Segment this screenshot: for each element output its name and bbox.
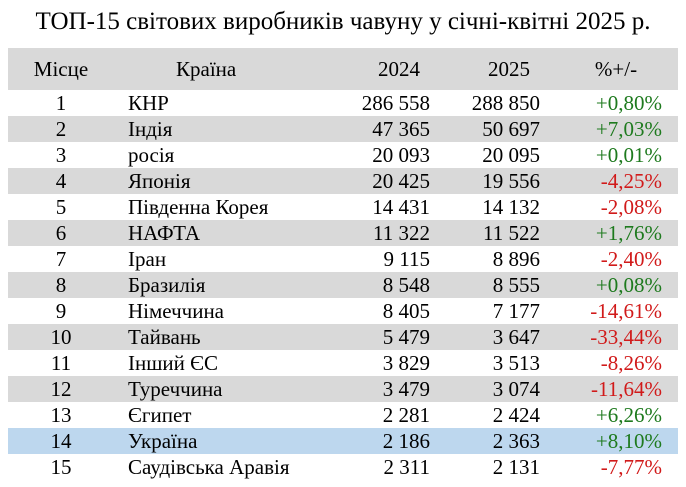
cell-rank: 14: [8, 428, 120, 454]
cell-country: НАФТА: [120, 220, 332, 246]
cell-rank: 12: [8, 376, 120, 402]
cell-2024: 20 425: [332, 168, 444, 194]
cell-2024: 8 548: [332, 272, 444, 298]
cell-rank: 3: [55, 143, 67, 167]
cell-2025: 8 896: [492, 247, 540, 271]
cell-2025: 2 363: [444, 428, 554, 454]
cell-change: -2,40%: [600, 247, 662, 271]
cell-country: Індія: [120, 116, 332, 142]
cell-2025: 19 556: [444, 168, 554, 194]
cell-2024: 47 365: [332, 116, 444, 142]
header-rank: Місце: [8, 48, 120, 90]
table-body: 1 КНР 286 558 288 850 +0,80% 2 Індія 47 365 50 6…: [8, 90, 678, 480]
table-row: 1 КНР 286 558 288 850 +0,80%: [8, 90, 678, 116]
table-row: 5 Південна Корея 14 431 14 132 -2,08%: [8, 194, 678, 220]
table-row: 15 Саудівська Аравія 2 311 2 131 -7,77%: [8, 454, 678, 480]
production-table: Місце Країна 2024 2025 %+/- 1 КНР 286 558 2…: [8, 48, 678, 480]
table-row: 13 Єгипет 2 281 2 424 +6,26%: [8, 402, 678, 428]
cell-change: -11,64%: [554, 376, 678, 402]
cell-2025: 3 513: [492, 351, 540, 375]
cell-2024: 5 479: [332, 324, 444, 350]
table-row: 3 росія 20 093 20 095 +0,01%: [8, 142, 678, 168]
table-row: 4 Японія 20 425 19 556 -4,25%: [8, 168, 678, 194]
cell-rank: 6: [8, 220, 120, 246]
cell-country: Україна: [120, 428, 332, 454]
cell-country: Бразилія: [120, 272, 332, 298]
cell-change: +0,01%: [595, 143, 662, 167]
cell-2025: 2 424: [492, 403, 540, 427]
cell-2025: 50 697: [444, 116, 554, 142]
page-title: ТОП-15 світових виробників чавуну у січн…: [35, 8, 651, 35]
table-row: 12 Туреччина 3 479 3 074 -11,64%: [8, 376, 678, 402]
cell-2024: 14 431: [372, 195, 430, 219]
cell-change: -33,44%: [554, 324, 678, 350]
cell-rank: 9: [55, 299, 67, 323]
header-2024: 2024: [332, 48, 444, 90]
cell-change: -2,08%: [600, 195, 662, 219]
cell-rank: 13: [50, 403, 72, 427]
cell-2025: 20 095: [482, 143, 540, 167]
cell-change: +6,26%: [595, 403, 662, 427]
cell-2024: 2 311: [383, 455, 430, 479]
cell-rank: 10: [8, 324, 120, 350]
cell-2025: 3 647: [444, 324, 554, 350]
cell-country: росія: [128, 143, 175, 167]
table-row: 9 Німеччина 8 405 7 177 -14,61%: [8, 298, 678, 324]
header-country: Країна: [120, 48, 332, 90]
cell-country: Південна Корея: [128, 195, 269, 219]
cell-rank: 5: [55, 195, 67, 219]
cell-2025: 11 522: [444, 220, 554, 246]
cell-change: +1,76%: [554, 220, 678, 246]
cell-2025: 3 074: [444, 376, 554, 402]
cell-2024: 20 093: [372, 143, 430, 167]
cell-change: +0,80%: [595, 91, 662, 115]
cell-country: Тайвань: [120, 324, 332, 350]
cell-2024: 3 829: [382, 351, 430, 375]
cell-rank: 15: [50, 455, 72, 479]
cell-country: Інший ЄС: [128, 351, 218, 375]
cell-2025: 2 131: [492, 455, 540, 479]
cell-change: -8,26%: [600, 351, 662, 375]
cell-change: +0,08%: [554, 272, 678, 298]
cell-change: -7,77%: [600, 455, 662, 479]
cell-2025: 288 850: [471, 91, 540, 115]
cell-2024: 11 322: [332, 220, 444, 246]
cell-2024: 9 115: [383, 247, 430, 271]
cell-change: +8,10%: [554, 428, 678, 454]
cell-2024: 8 405: [382, 299, 430, 323]
table-row: 7 Іран 9 115 8 896 -2,40%: [8, 246, 678, 272]
cell-country: Німеччина: [128, 299, 225, 323]
cell-2024: 286 558: [361, 91, 430, 115]
cell-change: -14,61%: [590, 299, 662, 323]
cell-rank: 8: [8, 272, 120, 298]
cell-2025: 8 555: [444, 272, 554, 298]
cell-country: Єгипет: [128, 403, 192, 427]
cell-rank: 7: [55, 247, 67, 271]
cell-change: -4,25%: [554, 168, 678, 194]
table-row: 11 Інший ЄС 3 829 3 513 -8,26%: [8, 350, 678, 376]
table-row: 10 Тайвань 5 479 3 647 -33,44%: [8, 324, 678, 350]
table-row: 14 Україна 2 186 2 363 +8,10%: [8, 428, 678, 454]
header-2025: 2025: [444, 48, 554, 90]
cell-rank: 4: [8, 168, 120, 194]
table-row: 6 НАФТА 11 322 11 522 +1,76%: [8, 220, 678, 246]
cell-2024: 3 479: [332, 376, 444, 402]
cell-2024: 2 281: [382, 403, 430, 427]
cell-country: Японія: [120, 168, 332, 194]
cell-2025: 14 132: [482, 195, 540, 219]
cell-2025: 7 177: [492, 299, 540, 323]
cell-rank: 1: [55, 91, 67, 115]
header-change: %+/-: [554, 48, 678, 90]
cell-rank: 2: [8, 116, 120, 142]
cell-country: КНР: [128, 91, 169, 115]
cell-change: +7,03%: [554, 116, 678, 142]
cell-country: Туреччина: [120, 376, 332, 402]
cell-rank: 11: [50, 351, 72, 375]
cell-country: Саудівська Аравія: [128, 455, 290, 479]
table-row: 2 Індія 47 365 50 697 +7,03%: [8, 116, 678, 142]
cell-2024: 2 186: [332, 428, 444, 454]
table-row: 8 Бразилія 8 548 8 555 +0,08%: [8, 272, 678, 298]
cell-country: Іран: [128, 247, 167, 271]
table-header-row: Місце Країна 2024 2025 %+/-: [8, 48, 678, 90]
